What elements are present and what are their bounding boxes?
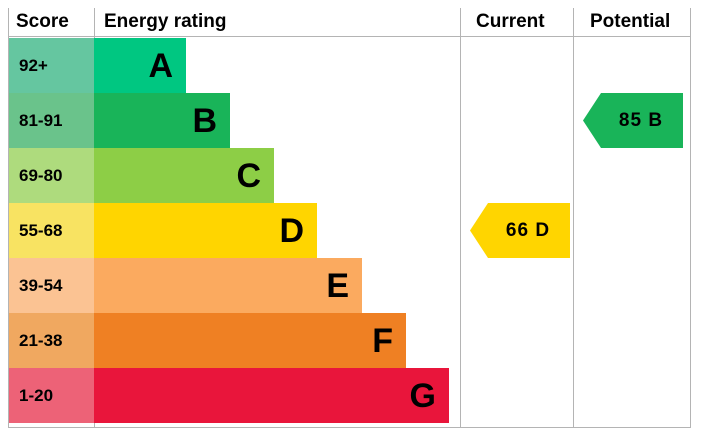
header-score: Score bbox=[16, 11, 69, 32]
header-current: Current bbox=[476, 11, 545, 32]
current-rating-label: 66 D bbox=[505, 219, 551, 241]
table-border-bottom bbox=[8, 427, 691, 428]
table-border-left bbox=[8, 8, 9, 428]
score-cell-c: 69-80 bbox=[9, 148, 94, 203]
band-letter-g: G bbox=[409, 376, 436, 415]
band-letter-c: C bbox=[236, 156, 261, 195]
band-letter-b: B bbox=[192, 101, 217, 140]
band-bar-d: D bbox=[94, 203, 317, 258]
table-border-right bbox=[690, 8, 691, 428]
score-cell-g: 1-20 bbox=[9, 368, 94, 423]
band-bar-b: B bbox=[94, 93, 230, 148]
score-cell-f: 21-38 bbox=[9, 313, 94, 368]
score-cell-e: 39-54 bbox=[9, 258, 94, 313]
potential-rating-arrow: 85 B bbox=[583, 93, 683, 148]
band-bar-f: F bbox=[94, 313, 406, 368]
band-letter-d: D bbox=[279, 211, 304, 250]
column-divider-current-potential bbox=[573, 8, 574, 428]
table-header: Score Energy rating Current Potential bbox=[8, 8, 691, 37]
band-bar-a: A bbox=[94, 38, 186, 93]
band-letter-e: E bbox=[326, 266, 349, 305]
score-cell-a: 92+ bbox=[9, 38, 94, 93]
score-cell-d: 55-68 bbox=[9, 203, 94, 258]
column-divider-rating-current bbox=[460, 8, 461, 428]
current-rating-arrow: 66 D bbox=[470, 203, 570, 258]
band-letter-a: A bbox=[148, 46, 173, 85]
band-bar-c: C bbox=[94, 148, 274, 203]
band-bar-e: E bbox=[94, 258, 362, 313]
potential-rating-label: 85 B bbox=[618, 109, 664, 131]
epc-chart: Score Energy rating Current Potential 92… bbox=[8, 8, 691, 428]
score-cell-b: 81-91 bbox=[9, 93, 94, 148]
band-bar-g: G bbox=[94, 368, 449, 423]
header-potential: Potential bbox=[590, 11, 671, 32]
header-energy-rating: Energy rating bbox=[104, 11, 227, 32]
band-letter-f: F bbox=[372, 321, 393, 360]
